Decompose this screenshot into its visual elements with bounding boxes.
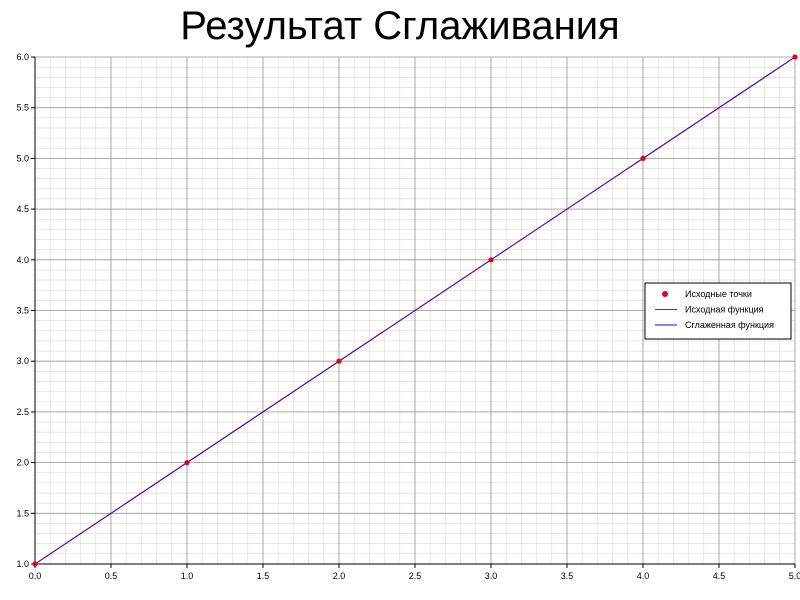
data-point xyxy=(184,460,190,466)
data-point xyxy=(640,155,646,161)
y-tick-label: 6.0 xyxy=(16,52,29,62)
x-tick-label: 2.5 xyxy=(409,571,422,581)
x-tick-label: 2.0 xyxy=(333,571,346,581)
y-tick-label: 1.5 xyxy=(16,508,29,518)
x-tick-label: 3.0 xyxy=(485,571,498,581)
y-tick-labels: 1.0 1.5 2.0 2.5 3.0 3.5 4.0 4.5 5.0 5.5 6.0 xyxy=(16,52,29,569)
y-tick-label: 3.5 xyxy=(16,306,29,316)
y-tick-label: 5.5 xyxy=(16,103,29,113)
legend-label: Сглаженная функция xyxy=(685,320,774,330)
major-grid xyxy=(34,56,796,565)
series-points xyxy=(32,54,798,567)
x-tick-label: 0.0 xyxy=(29,571,42,581)
legend-marker xyxy=(662,291,668,297)
y-tick-label: 3.0 xyxy=(16,356,29,366)
y-tick-label: 2.0 xyxy=(16,458,29,468)
legend-label: Исходные точки xyxy=(685,289,752,299)
y-tick-label: 1.0 xyxy=(16,559,29,569)
axes xyxy=(31,56,796,568)
series-line-2 xyxy=(34,56,796,565)
y-tick-label: 5.0 xyxy=(16,153,29,163)
chart-title: Результат Сглаживания xyxy=(180,4,620,48)
series-lines xyxy=(34,56,796,565)
x-tick-label: 0.5 xyxy=(105,571,118,581)
data-point xyxy=(488,257,494,263)
data-point xyxy=(32,561,38,567)
x-tick-label: 1.0 xyxy=(181,571,194,581)
y-tick-label: 4.0 xyxy=(16,255,29,265)
x-tick-label: 1.5 xyxy=(257,571,270,581)
data-point xyxy=(336,358,342,364)
x-tick-label: 4.0 xyxy=(637,571,650,581)
x-tick-label: 4.5 xyxy=(713,571,726,581)
legend: Исходные точки Исходная функция Сглаженная… xyxy=(644,282,792,340)
legend-box xyxy=(644,282,792,340)
x-tick-label: 3.5 xyxy=(561,571,574,581)
y-tick-label: 2.5 xyxy=(16,407,29,417)
x-tick-labels: 0.0 0.5 1.0 1.5 2.0 2.5 3.0 3.5 4.0 4.5 5.0 xyxy=(29,571,800,581)
x-tick-label: 5.0 xyxy=(789,571,800,581)
y-tick-label: 4.5 xyxy=(16,204,29,214)
legend-label: Исходная функция xyxy=(685,305,764,315)
data-point xyxy=(792,54,798,60)
